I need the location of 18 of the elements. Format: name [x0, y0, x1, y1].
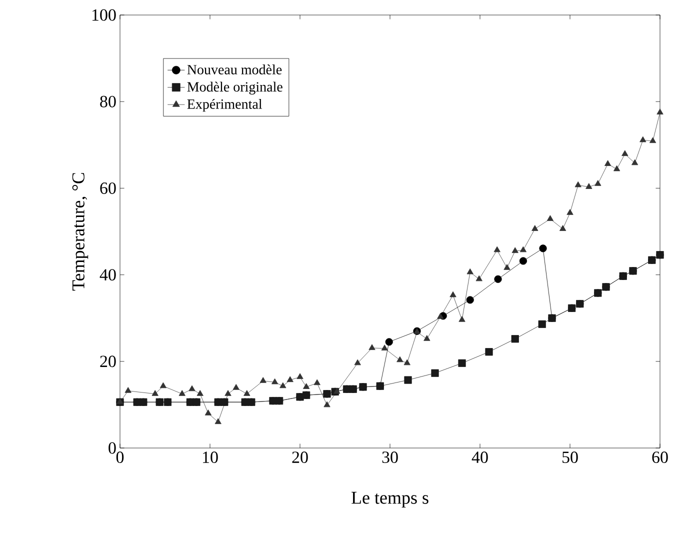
legend-label: Modèle originale [187, 82, 282, 94]
y-tick-label: 60 [100, 182, 116, 194]
x-tick-label: 30 [382, 452, 398, 464]
y-tick-label: 0 [108, 442, 116, 454]
x-axis-title: Le temps s [352, 492, 428, 508]
y-tick-label: 40 [100, 269, 116, 281]
x-tick-label: 50 [562, 452, 578, 464]
legend-label: Expérimental [187, 98, 262, 112]
y-tick-label: 100 [92, 9, 116, 21]
y-axis-title: Temperature, °C [72, 173, 88, 291]
x-tick-label: 20 [292, 452, 308, 464]
x-tick-label: 10 [202, 452, 218, 464]
x-tick-label: 40 [472, 452, 488, 464]
legend-label: Nouveau modèle [187, 64, 282, 74]
x-tick-label: 60 [652, 452, 668, 464]
y-tick-label: 80 [100, 96, 116, 108]
x-tick-label: 0 [116, 452, 124, 464]
y-tick-label: 20 [100, 356, 116, 368]
